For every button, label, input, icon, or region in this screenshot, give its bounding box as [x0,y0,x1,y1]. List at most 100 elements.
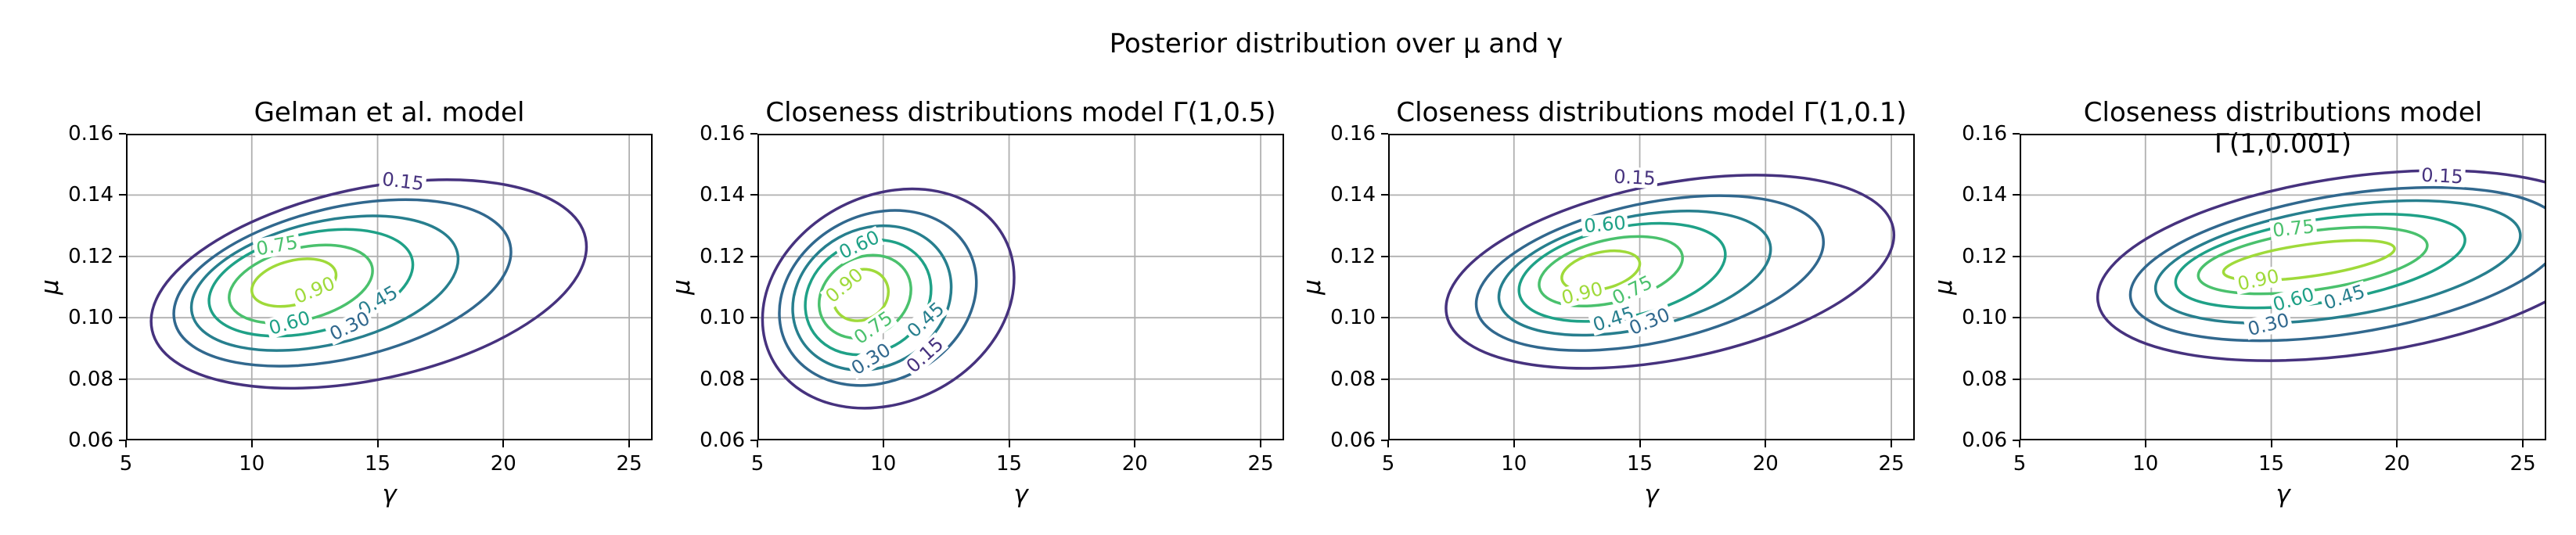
y-tick-label: 0.06 [700,429,745,452]
contour-line [761,187,1016,410]
y-tick-mark [1381,440,1388,441]
x-tick-label: 20 [2384,452,2410,476]
y-tick-mark [2013,194,2020,196]
y-tick-mark [119,255,126,257]
contour-label: 0.15 [1610,165,1659,189]
x-tick-mark [376,440,379,447]
contour-label: 0.30 [2243,309,2294,340]
y-tick-mark [119,194,126,196]
x-tick-label: 15 [2258,452,2285,476]
y-tick-label: 0.12 [1962,244,2007,268]
y-tick-mark [2013,440,2020,441]
x-tick-label: 5 [1381,452,1395,476]
x-tick-mark [1387,440,1389,447]
contour-label: 0.15 [378,168,427,195]
contour-line [2128,185,2546,343]
x-tick-mark [1008,440,1010,447]
y-tick-mark [750,133,757,135]
y-tick-mark [1381,378,1388,380]
y-tick-label: 0.08 [700,367,745,391]
x-tick-mark [1260,440,1262,447]
subplot-title: Closeness distributions model Γ(1,0.001) [2083,97,2483,160]
y-tick-mark [750,378,757,380]
x-tick-label: 25 [616,452,642,476]
x-axis-label: γ [1013,480,1028,508]
y-tick-mark [750,194,757,196]
x-tick-label: 10 [1501,452,1527,476]
contour-label: 0.75 [848,306,898,350]
y-axis-label: μ [667,279,696,295]
y-tick-label: 0.14 [1962,183,2007,207]
y-tick-label: 0.10 [68,306,113,330]
x-tick-mark [628,440,631,447]
y-tick-label: 0.14 [1330,183,1376,207]
y-tick-label: 0.16 [68,122,113,145]
axes-spines [757,134,1284,440]
plot-area: 0.15 0.75 0.90 0.60 0.45 0.30 [2020,134,2546,440]
y-tick-label: 0.12 [68,244,113,268]
contour-label: 0.15 [2418,164,2466,188]
contour-label: 0.75 [252,232,302,260]
x-tick-label: 20 [490,452,516,476]
x-tick-mark [1134,440,1136,447]
x-tick-label: 5 [750,452,765,476]
contour-line [2096,169,2546,362]
x-axis-label: γ [382,480,397,508]
y-tick-mark [119,317,126,319]
y-tick-label: 0.12 [700,244,745,268]
x-tick-mark [882,440,884,447]
contour-label: 0.90 [2233,265,2284,296]
y-tick-label: 0.16 [1962,122,2007,145]
contour-line [1474,194,1826,352]
y-tick-mark [119,440,126,441]
x-tick-mark [250,440,253,447]
y-tick-mark [2013,133,2020,135]
y-tick-label: 0.10 [1330,306,1376,330]
contour-label: 0.90 [289,271,340,309]
plot-area: 0.60 0.90 0.75 0.45 0.30 0.15 [757,134,1284,440]
plot-area: 0.15 0.75 0.90 0.60 0.45 0.30 [126,134,653,440]
axes-spines [2020,134,2546,440]
y-tick-mark [119,133,126,135]
contour-line [149,178,588,390]
y-tick-mark [1381,317,1388,319]
x-tick-label: 20 [1752,452,1779,476]
y-tick-mark [750,440,757,441]
x-tick-mark [1513,440,1515,447]
y-tick-mark [2013,378,2020,380]
x-tick-mark [2270,440,2272,447]
x-tick-label: 5 [2013,452,2027,476]
x-tick-mark [502,440,505,447]
y-tick-mark [1381,194,1388,196]
x-tick-label: 15 [996,452,1023,476]
y-tick-mark [750,255,757,257]
y-tick-mark [2013,317,2020,319]
x-tick-label: 25 [1247,452,1274,476]
y-tick-mark [2013,255,2020,257]
x-tick-label: 10 [2132,452,2159,476]
x-tick-mark [1891,440,1893,447]
y-tick-label: 0.06 [68,429,113,452]
x-tick-mark [125,440,127,447]
y-tick-mark [1381,133,1388,135]
y-axis-label: μ [36,279,64,295]
x-tick-label: 20 [1121,452,1148,476]
x-tick-label: 25 [1878,452,1905,476]
contour-label: 0.60 [833,225,885,264]
contour-line [172,198,513,368]
axes-spines [1388,134,1915,440]
x-tick-mark [2019,440,2020,447]
x-tick-label: 15 [1627,452,1653,476]
contour-label: 0.60 [264,307,315,339]
y-tick-mark [119,378,126,380]
y-tick-label: 0.10 [1962,306,2007,330]
contour-label: 0.45 [2319,280,2370,314]
x-tick-mark [757,440,758,447]
x-tick-mark [1639,440,1641,447]
y-tick-label: 0.12 [1330,244,1376,268]
contour-label: 0.75 [2269,215,2319,241]
figure-title: Posterior distribution over μ and γ [1109,28,1563,59]
contour-label: 0.60 [1580,211,1629,237]
y-tick-label: 0.08 [1330,367,1376,391]
